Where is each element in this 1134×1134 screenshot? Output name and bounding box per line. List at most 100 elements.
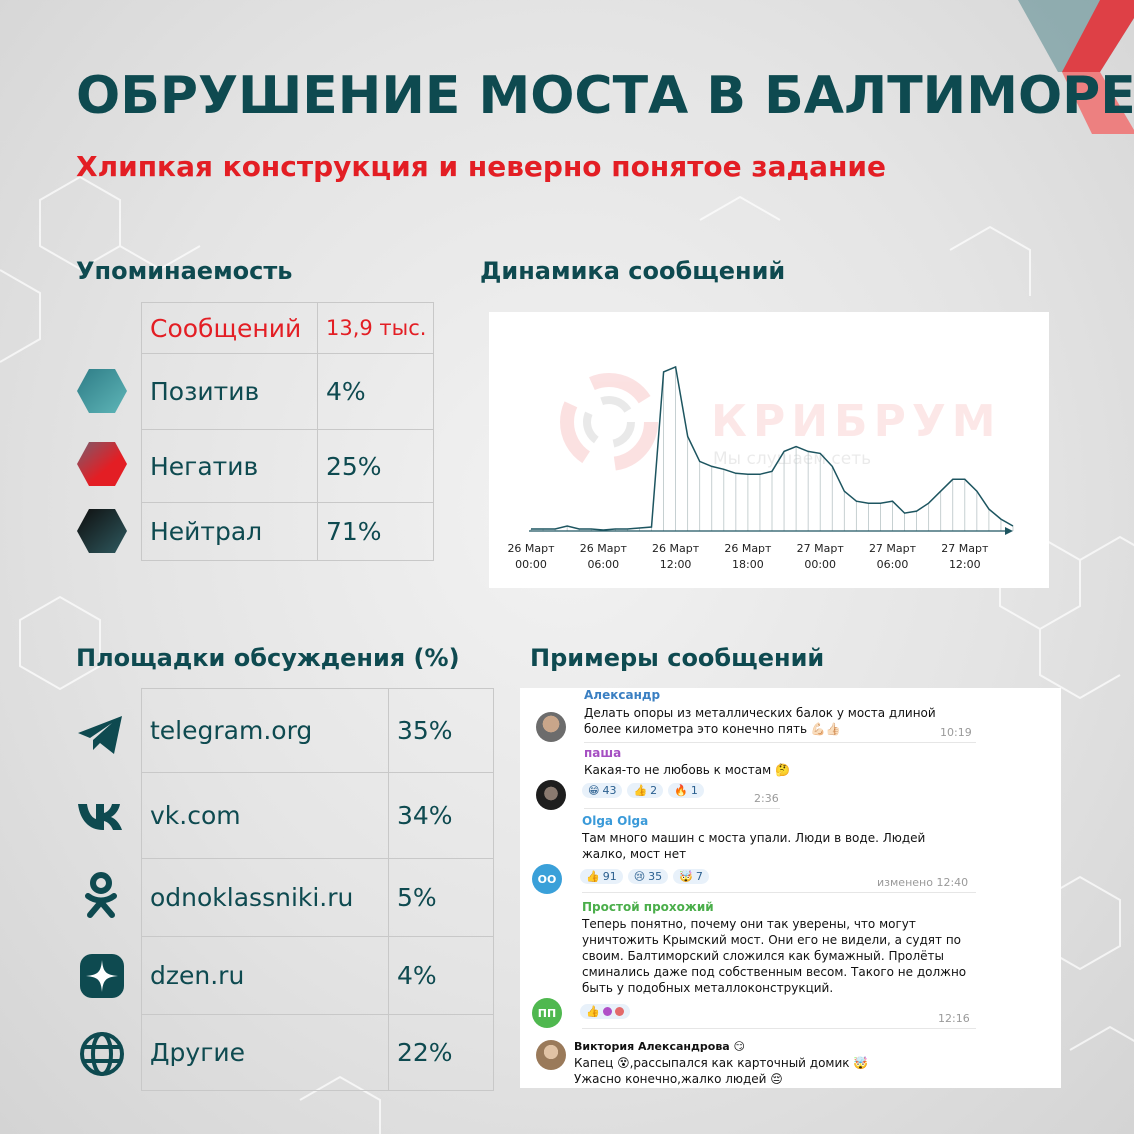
mentions-heading: Упоминаемость <box>76 257 293 285</box>
table-row: Сообщений 13,9 тыс. <box>141 302 434 354</box>
message-author: Простой прохожий <box>582 900 714 914</box>
series-line <box>531 365 1014 531</box>
x-tick-label: 27 Март <box>941 542 989 555</box>
avatar[interactable]: ПП <box>532 998 562 1028</box>
message-author: Александр <box>584 688 661 702</box>
reaction-button[interactable]: 😁 43 <box>582 783 623 798</box>
table-row: Позитив 4% <box>141 353 434 430</box>
mentions-value-neutral: 71% <box>317 502 434 561</box>
table-row: Другие 22% <box>141 1014 494 1091</box>
platform-name-odnoklassniki: odnoklassniki.ru <box>141 858 389 937</box>
messages-panel: Александр Делать опоры из металлических … <box>520 688 1061 1088</box>
kribrum-watermark-icon <box>560 373 658 471</box>
platform-value-odnoklassniki: 5% <box>388 858 494 937</box>
table-row: dzen.ru 4% <box>141 936 494 1015</box>
reaction-button[interactable]: 👍 2 <box>627 783 664 798</box>
platform-name-telegram: telegram.org <box>141 688 389 773</box>
avatar[interactable] <box>536 712 566 742</box>
x-tick-label: 26 Март <box>652 542 700 555</box>
mentions-label-positive: Позитив <box>141 353 318 430</box>
platform-value-other: 22% <box>388 1014 494 1091</box>
reaction-emoji: 😁 <box>588 784 600 797</box>
odnoklassniki-icon <box>85 872 117 918</box>
message-author: паша <box>584 746 622 760</box>
corner-decoration <box>1018 0 1134 134</box>
page-subtitle: Хлипкая конструкция и неверно понятое за… <box>76 150 887 183</box>
x-tick-label: 00:00 <box>515 558 547 571</box>
watermark-tagline: Мы слушаем сеть <box>713 449 871 469</box>
x-tick-label: 27 Март <box>797 542 845 555</box>
vk-icon <box>78 804 122 830</box>
x-tick-label: 12:00 <box>949 558 981 571</box>
dynamics-chart-svg: КРИБРУМ Мы слушаем сеть 26 Март 00:00 26 М… <box>507 365 1014 571</box>
reaction-count: 2 <box>650 784 658 797</box>
reaction-count: 91 <box>602 870 617 883</box>
x-tick-label: 06:00 <box>877 558 909 571</box>
reaction-button[interactable]: 🤯 7 <box>673 869 709 884</box>
reaction-avatar <box>602 1007 612 1016</box>
avatar-initials: ПП <box>537 1006 557 1020</box>
mentions-value-messages: 13,9 тыс. <box>317 302 434 354</box>
x-tick-label: 26 Март <box>507 542 555 555</box>
reaction-button[interactable]: 👍 91 <box>580 869 623 884</box>
message-text: Там много машин с моста упали. Люди в во… <box>582 831 926 861</box>
watermark-brand: КРИБРУМ <box>711 396 1002 447</box>
platform-name-vk: vk.com <box>141 772 389 859</box>
message-time: 2:36 <box>754 792 779 805</box>
message-time: 12:16 <box>938 1012 970 1025</box>
reaction-button[interactable]: 😢 35 <box>627 869 669 884</box>
reaction-avatar <box>614 1007 624 1016</box>
examples-heading: Примеры сообщений <box>530 644 825 672</box>
reaction-emoji: 😢 <box>633 870 646 883</box>
avatar[interactable] <box>536 1040 566 1070</box>
red-hexagon-icon <box>77 442 127 486</box>
message-time: изменено 12:40 <box>877 876 969 889</box>
avatar[interactable] <box>536 780 566 810</box>
message-text: Теперь понятно, почему они так уверены, … <box>582 917 967 995</box>
reaction-count: 7 <box>695 870 703 883</box>
x-tick-label: 12:00 <box>660 558 692 571</box>
platform-name-other: Другие <box>141 1014 389 1091</box>
bubble-divider <box>584 742 976 743</box>
platform-name-dzen: dzen.ru <box>141 936 389 1015</box>
message-reactions: 😁 43 👍 2 🔥 1 <box>582 783 704 798</box>
x-tick-label: 27 Март <box>869 542 917 555</box>
reaction-emoji: 🤯 <box>679 870 693 883</box>
x-tick-label: 18:00 <box>732 558 764 571</box>
x-tick-label: 26 Март <box>724 542 772 555</box>
message-author: Виктория Александрова 😏 <box>574 1040 745 1053</box>
x-tick-label: 00:00 <box>804 558 836 571</box>
dynamics-chart: КРИБРУМ Мы слушаем сеть 26 Март 00:00 26 М… <box>489 312 1049 588</box>
reaction-emoji: 👍 <box>633 784 648 797</box>
mentions-value-negative: 25% <box>317 429 434 503</box>
bubble-divider <box>582 892 976 893</box>
message-text: Какая-то не любовь к мостам 🤔 <box>584 763 790 777</box>
platforms-table: telegram.org 35% vk.com 34% odnoklassnik… <box>141 688 494 1091</box>
reaction-count: 43 <box>602 784 617 797</box>
avatar[interactable]: ОО <box>532 864 562 894</box>
bubble-divider <box>584 808 780 809</box>
avatar-initials: ОО <box>537 872 557 886</box>
page-title: ОБРУШЕНИЕ МОСТА В БАЛТИМОРЕ <box>76 66 1134 126</box>
table-row: telegram.org 35% <box>141 688 494 773</box>
mentions-value-positive: 4% <box>317 353 434 430</box>
table-row: Нейтрал 71% <box>141 502 434 561</box>
table-row: odnoklassniki.ru 5% <box>141 858 494 937</box>
dzen-icon <box>80 954 124 998</box>
dark-hexagon-icon <box>77 509 127 553</box>
mentions-label-negative: Негатив <box>141 429 318 503</box>
reaction-count: 35 <box>648 870 663 883</box>
reaction-button[interactable]: 🔥 1 <box>668 783 704 798</box>
x-axis-arrow-icon <box>1005 527 1013 535</box>
message-time: 10:19 <box>940 726 972 739</box>
message-reactions: 👍 91 😢 35 🤯 7 <box>580 869 709 884</box>
telegram-icon <box>78 716 122 754</box>
message-text: Капец 😵,рассыпался как карточный домик 🤯… <box>574 1056 869 1086</box>
mentions-label-neutral: Нейтрал <box>141 502 318 561</box>
reaction-emoji: 🔥 <box>674 784 688 797</box>
table-row: Негатив 25% <box>141 429 434 503</box>
reaction-button[interactable]: 👍 <box>580 1004 630 1019</box>
reaction-emoji: 👍 <box>586 1005 600 1018</box>
mentions-label-messages: Сообщений <box>141 302 318 354</box>
x-tick-label: 26 Март <box>580 542 628 555</box>
